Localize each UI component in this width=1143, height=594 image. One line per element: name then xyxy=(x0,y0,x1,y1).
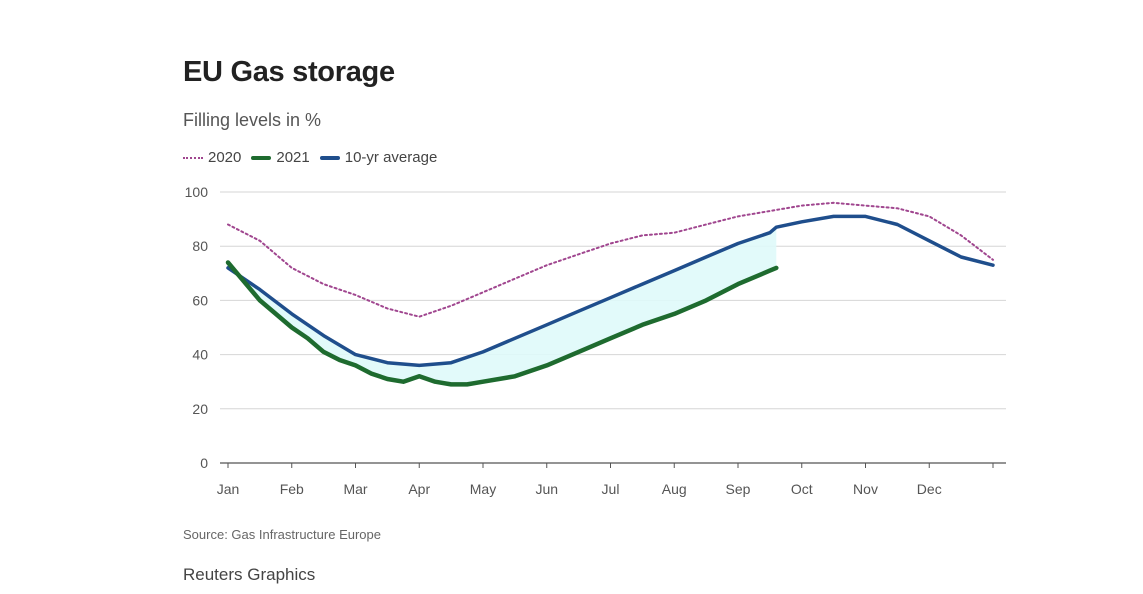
chart-title: EU Gas storage xyxy=(183,56,395,88)
y-tick-label-60: 60 xyxy=(192,292,208,308)
x-tick-label-aug: Aug xyxy=(662,481,687,497)
y-tick-label-40: 40 xyxy=(192,347,208,363)
source-note: Source: Gas Infrastructure Europe xyxy=(183,527,381,542)
legend-label-2021: 2021 xyxy=(276,149,310,166)
y-tick-label-80: 80 xyxy=(192,238,208,254)
x-tick-label-feb: Feb xyxy=(280,481,304,497)
legend-item-10yr-average: 10-yr average xyxy=(319,149,438,166)
x-tick-label-may: May xyxy=(470,481,496,497)
legend-swatch-10yr-average xyxy=(319,155,340,160)
legend: 2020 2021 10-yr average xyxy=(183,149,447,166)
y-tick-label-0: 0 xyxy=(200,455,208,471)
x-tick-label-nov: Nov xyxy=(853,481,878,497)
x-tick-label-sep: Sep xyxy=(726,481,751,497)
series-line-10yr-average xyxy=(226,214,995,368)
legend-item-2020: 2020 xyxy=(183,149,241,166)
x-tick-label-apr: Apr xyxy=(408,481,430,497)
series-line-2021 xyxy=(225,260,779,387)
x-tick-label-jun: Jun xyxy=(535,481,558,497)
chart-subtitle: Filling levels in % xyxy=(183,110,322,130)
legend-item-2021: 2021 xyxy=(251,149,310,166)
legend-swatch-2020 xyxy=(183,156,203,159)
shaded-band-avg-vs-2021 xyxy=(228,227,777,385)
y-tick-label-100: 100 xyxy=(185,184,209,200)
x-tick-label-oct: Oct xyxy=(791,481,813,497)
series-line-2020 xyxy=(227,201,994,318)
legend-swatch-2021 xyxy=(251,155,272,160)
y-tick-label-20: 20 xyxy=(192,401,208,417)
legend-label-2020: 2020 xyxy=(208,149,242,166)
x-tick-label-dec: Dec xyxy=(917,481,942,497)
credit-line: Reuters Graphics xyxy=(183,565,316,584)
x-tick-label-jul: Jul xyxy=(602,481,620,497)
legend-label-10yr-average: 10-yr average xyxy=(344,149,438,166)
x-tick-label-jan: Jan xyxy=(217,481,240,497)
x-tick-label-mar: Mar xyxy=(343,481,367,497)
